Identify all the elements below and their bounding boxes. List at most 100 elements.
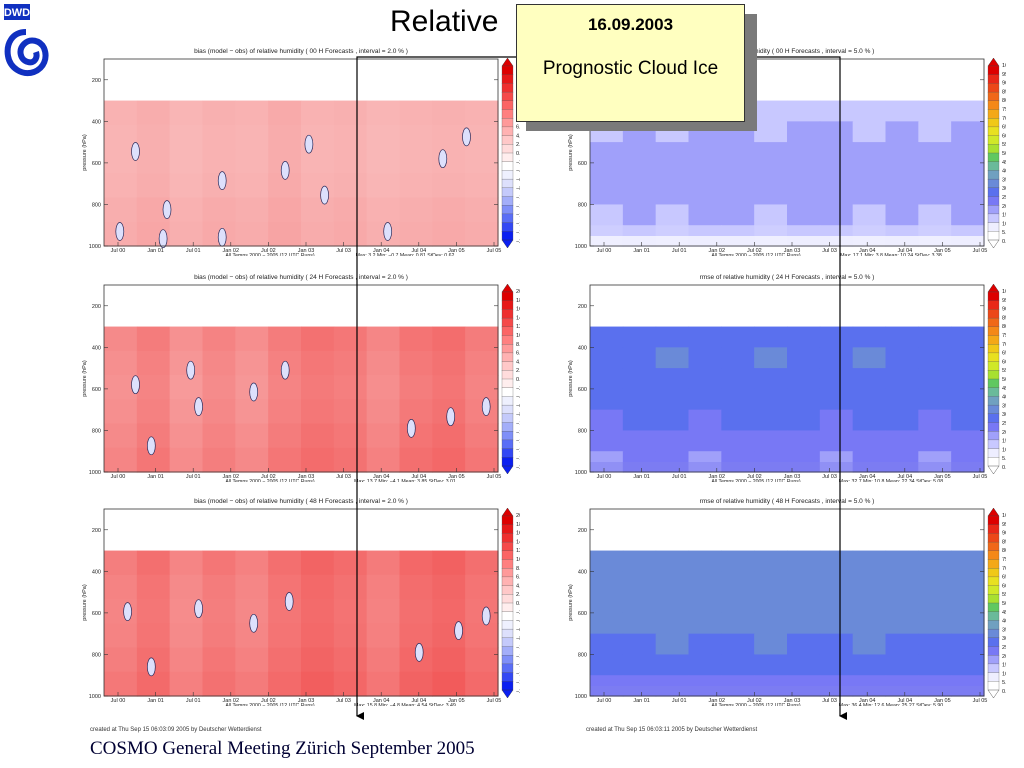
legend-swatch	[501, 222, 514, 232]
heatmap-cell	[268, 623, 302, 649]
heatmap-cell	[366, 550, 401, 576]
heatmap-cell	[268, 550, 302, 576]
heatmap-cell	[754, 550, 788, 572]
negative-contour	[249, 613, 259, 633]
legend-swatch	[987, 594, 1000, 604]
heatmap-cell	[918, 430, 952, 452]
heatmap-cell	[918, 326, 952, 348]
legend-swatch	[987, 126, 1000, 137]
heatmap-cell	[787, 368, 821, 390]
heatmap-cell	[333, 447, 368, 473]
heatmap-cell	[432, 599, 466, 624]
heatmap-cell	[136, 599, 171, 624]
legend-label: −12.00	[516, 654, 520, 660]
heatmap-cell	[301, 671, 335, 697]
negative-contour	[481, 606, 491, 626]
legend-swatch	[987, 422, 1000, 432]
legend-label: −14.00	[516, 213, 520, 219]
legend-label: 80.00	[1002, 548, 1006, 554]
legend-swatch	[501, 413, 514, 423]
legend-swatch	[501, 404, 514, 415]
heatmap-cell	[787, 633, 821, 656]
legend-swatch	[987, 448, 1000, 458]
legend-swatch	[987, 231, 1000, 241]
heatmap-cell	[136, 149, 171, 174]
heatmap-cell	[399, 221, 433, 247]
heatmap-cell	[819, 388, 854, 411]
heatmap-cell	[590, 409, 624, 432]
heatmap-cell	[918, 142, 952, 164]
heatmap-cell	[622, 571, 657, 593]
heatmap-cell	[852, 368, 887, 390]
heatmap-cell	[885, 100, 919, 122]
heatmap-cell	[268, 100, 302, 126]
legend-label: 4.00	[516, 133, 520, 139]
legend-swatch	[987, 291, 1000, 302]
heatmap-cell	[432, 350, 466, 376]
heatmap-cell	[951, 592, 985, 614]
heatmap-cell	[169, 100, 204, 126]
heatmap-cell	[465, 623, 499, 649]
heatmap-cell	[787, 550, 821, 572]
heatmap-cell	[951, 633, 985, 656]
legend-swatch	[501, 524, 514, 534]
chart-subtitle: All Temps 2000 − 2005 (12 UTC Runs)	[711, 479, 800, 482]
heatmap-cell	[268, 326, 302, 352]
heatmap-cell	[301, 375, 335, 400]
negative-contour	[406, 419, 416, 438]
heatmap-cell	[202, 599, 236, 624]
legend-swatch	[987, 83, 1000, 93]
heatmap-cell	[432, 124, 466, 150]
heatmap-cell	[590, 142, 624, 164]
heatmap-cell	[590, 204, 624, 226]
heatmap-cell	[688, 612, 722, 635]
heatmap-cell	[918, 388, 952, 411]
heatmap-cell	[136, 350, 171, 376]
legend-swatch	[501, 378, 514, 389]
heatmap-cell	[399, 197, 433, 223]
heatmap-cell	[852, 142, 887, 164]
heatmap-cell	[104, 647, 138, 673]
heatmap-cell	[235, 447, 269, 473]
heatmap-cell	[819, 592, 854, 614]
x-tick-label: Jul 03	[336, 474, 351, 480]
heatmap-cell	[918, 162, 952, 185]
x-tick-label: Jul 04	[897, 698, 912, 704]
legend-swatch	[501, 672, 514, 682]
legend-swatch	[501, 309, 514, 319]
x-tick-label: Jul 02	[261, 698, 276, 704]
heatmap-cell	[754, 592, 788, 614]
legend-swatch	[987, 515, 1000, 526]
negative-contour	[186, 360, 196, 380]
heatmap-cell	[754, 654, 788, 676]
heatmap-cell	[333, 350, 368, 376]
legend-label: −10.00	[516, 195, 520, 201]
heatmap-cell	[136, 173, 171, 199]
heatmap-cell	[333, 671, 368, 697]
heatmap-cell	[590, 633, 624, 656]
heatmap-cell	[852, 388, 887, 411]
heatmap-cell	[202, 375, 236, 400]
x-tick-label: Jul 03	[822, 474, 837, 480]
heatmap-cell	[399, 623, 433, 649]
heatmap-cell	[235, 550, 269, 576]
x-tick-label: Jan 01	[147, 698, 164, 704]
heatmap-cell	[202, 326, 236, 352]
legend-swatch	[987, 559, 1000, 569]
heatmap-cell	[301, 326, 335, 352]
heatmap-cell	[885, 368, 919, 390]
chart-panel-6: rmse of relative humidity ( 48 H Forecas…	[568, 498, 1006, 706]
heatmap-cell	[202, 574, 236, 600]
x-tick-label: Jul 05	[487, 248, 502, 254]
heatmap-cell	[918, 633, 952, 656]
heatmap-cell	[622, 162, 657, 185]
heatmap-cell	[432, 671, 466, 697]
y-tick-label: 800	[92, 652, 101, 658]
heatmap-cell	[951, 654, 985, 676]
legend-swatch	[987, 361, 1000, 371]
y-tick-label: 600	[92, 387, 101, 393]
heatmap-cell	[104, 100, 138, 126]
negative-contour	[320, 185, 329, 205]
x-tick-label: Jul 05	[487, 474, 502, 480]
legend-label: 60.00	[1002, 583, 1006, 589]
